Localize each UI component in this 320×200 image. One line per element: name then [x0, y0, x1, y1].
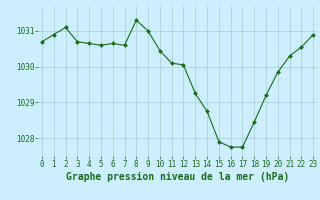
X-axis label: Graphe pression niveau de la mer (hPa): Graphe pression niveau de la mer (hPa) [66, 172, 289, 182]
